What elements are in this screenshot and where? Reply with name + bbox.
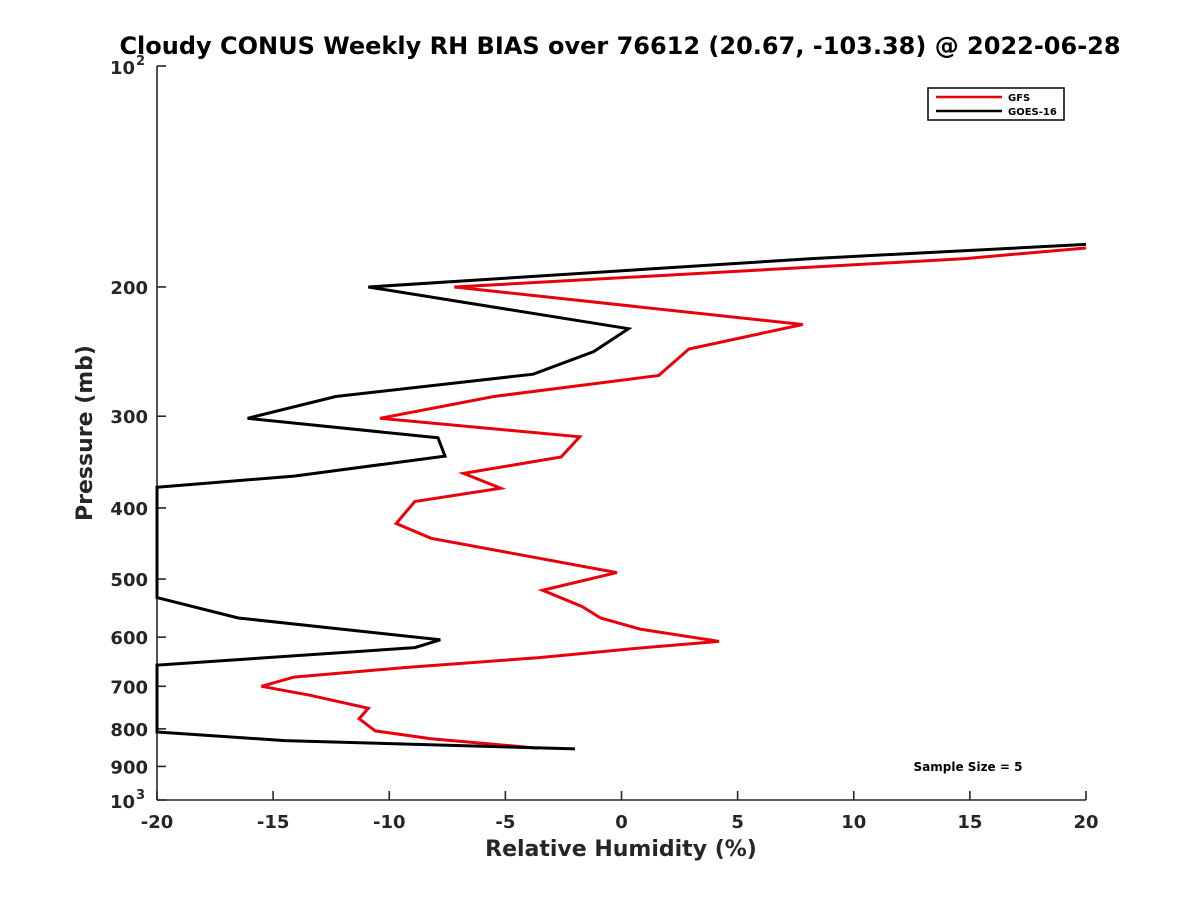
series-layer [155,242,1087,751]
y-tick-label: 900 [110,757,148,778]
x-tick-label: 0 [615,812,628,833]
x-ticks: -20 -15 -10 -5 0 5 10 15 20 [141,791,1099,833]
y-tick-label: 10 [110,58,135,79]
legend-box [927,87,1065,121]
legend-label-gfs: GFS [1008,93,1030,104]
y-tick-label: 600 [110,628,148,649]
x-axis-label: Relative Humidity (%) [485,837,757,862]
legend-label-goes16: GOES-16 [1008,107,1057,118]
sample-size-note: Sample Size = 5 [914,760,1023,774]
x-tick-label: -15 [257,812,290,833]
y-tick-label: 800 [110,720,148,741]
plot-area: -20 -15 -10 -5 0 5 10 15 20 200 300 400 500 600 700 80… [110,54,1099,833]
x-tick-label: 20 [1073,812,1098,833]
series-line-gfs [261,246,1087,750]
y-tick-label: 300 [110,407,148,428]
legend: GFS GOES-16 [927,87,1065,121]
series-line-goes16 [155,242,1087,751]
y-axis-label: Pressure (mb) [73,345,98,521]
y-tick-label: 200 [110,278,148,299]
y-tick-label: 10 [110,792,135,813]
chart-title: Cloudy CONUS Weekly RH BIAS over 76612 (… [119,32,1120,60]
x-tick-label: -5 [495,812,515,833]
x-tick-label: -10 [373,812,406,833]
y-tick-label: 400 [110,499,148,520]
y-tick-label-exponent: 3 [136,788,145,803]
y-tick-label: 500 [110,570,148,591]
x-tick-label: 15 [957,812,982,833]
x-tick-label: -20 [141,812,174,833]
x-tick-label: 10 [841,812,866,833]
y-tick-label-exponent: 2 [136,54,145,69]
y-tick-label: 700 [110,677,148,698]
x-tick-label: 5 [731,812,744,833]
